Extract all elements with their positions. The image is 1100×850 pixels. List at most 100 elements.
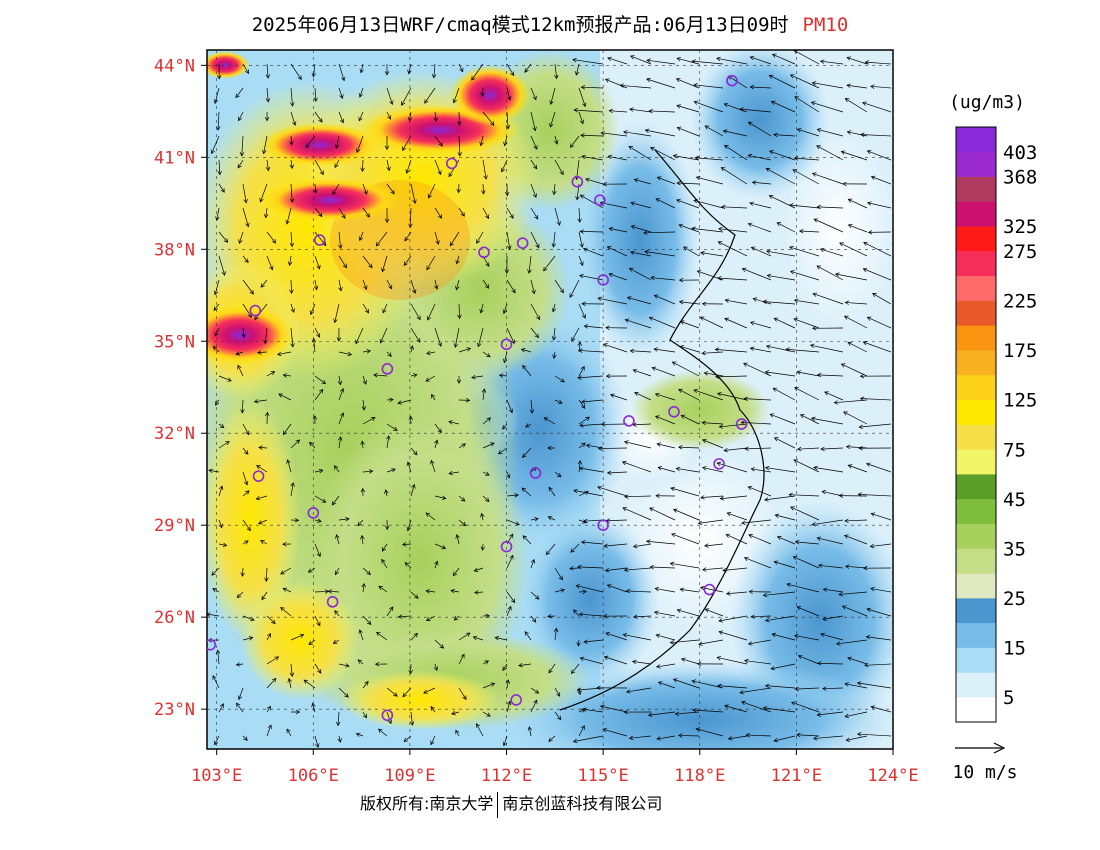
wind-arrow: [578, 519, 587, 524]
city-station-marker: [713, 458, 725, 470]
wind-arrow: [242, 423, 250, 435]
wind-arrow: [266, 159, 269, 171]
wind-arrow: [845, 711, 868, 718]
wind-arrowhead: [321, 498, 327, 503]
wind-arrow: [434, 639, 444, 649]
wind-arrow: [571, 663, 580, 674]
wind-arrowhead: [749, 321, 755, 326]
wind-arrow: [800, 414, 820, 425]
wind-arrow: [793, 459, 820, 473]
wind-arrowhead: [411, 483, 416, 489]
wind-arrowhead: [269, 265, 274, 271]
wind-arrowhead: [776, 535, 782, 541]
wind-arrowhead: [441, 495, 447, 500]
wind-arrow: [691, 680, 724, 689]
wind-arrowhead: [431, 393, 436, 399]
wind-arrowhead: [580, 399, 586, 404]
wind-arrowhead: [311, 702, 316, 708]
wind-arrowhead: [793, 50, 799, 55]
wind-arrowhead: [238, 116, 243, 122]
wind-arrow: [751, 246, 772, 257]
wind-arrowhead: [473, 567, 479, 572]
wind-arrowhead: [282, 373, 288, 378]
wind-arrow: [362, 615, 372, 625]
wind-arrow: [218, 183, 225, 193]
wind-arrowhead: [579, 119, 584, 125]
wind-arrow: [309, 442, 316, 449]
wind-arrow: [242, 490, 250, 497]
wind-arrow: [450, 590, 460, 593]
wind-arrow: [777, 536, 796, 545]
wind-arrow: [774, 318, 796, 329]
wind-arrow: [863, 341, 892, 353]
wind-arrowhead: [334, 163, 339, 169]
wind-arrowhead: [548, 668, 553, 674]
wind-arrowhead: [747, 222, 753, 227]
wind-arrow: [763, 591, 796, 596]
wind-arrow: [871, 176, 892, 185]
wind-arrow: [634, 392, 652, 401]
wind-arrowhead: [630, 250, 635, 255]
wind-arrowhead: [789, 270, 795, 275]
wind-arrow: [522, 365, 532, 377]
colorbar-swatch: [956, 250, 996, 277]
wind-arrow: [748, 486, 772, 497]
wind-arrowhead: [725, 533, 731, 538]
wind-arrowhead: [816, 128, 822, 133]
wind-arrowhead: [678, 277, 684, 283]
wind-arrow: [426, 255, 436, 270]
wind-arrowhead: [672, 154, 678, 159]
wind-arrow: [581, 541, 604, 545]
wind-arrowhead: [569, 293, 574, 298]
wind-arrowhead: [486, 353, 491, 358]
wind-arrowhead: [213, 99, 219, 104]
wind-arrowhead: [811, 521, 817, 527]
wind-arrowhead: [716, 461, 722, 467]
wind-arrowhead: [672, 678, 678, 683]
wind-arrow: [530, 615, 537, 623]
wind-arrowhead: [430, 459, 435, 465]
wind-arrowhead: [606, 246, 612, 251]
wind-arrowhead: [474, 590, 479, 595]
wind-arrowhead: [289, 242, 295, 248]
wind-arrowhead: [481, 190, 486, 195]
wind-arrowhead: [290, 102, 295, 107]
wind-arrow: [310, 303, 316, 315]
wind-arrow: [402, 543, 412, 545]
wind-arrowhead: [227, 377, 232, 382]
wind-arrowhead: [425, 512, 431, 517]
wind-arrowhead: [290, 482, 295, 487]
wind-arrowhead: [657, 681, 663, 686]
city-station-marker: [249, 304, 262, 317]
wind-arrow: [863, 268, 892, 281]
wind-arrowhead: [509, 214, 514, 219]
wind-arrowhead: [530, 558, 535, 564]
wind-arrowhead: [693, 100, 699, 105]
wind-arrowhead: [602, 181, 607, 187]
wind-arrow: [822, 687, 844, 690]
wind-arrowhead: [449, 241, 454, 247]
wind-arrowhead: [270, 371, 276, 376]
wind-arrow: [693, 199, 724, 209]
wind-arrowhead: [785, 347, 790, 352]
wind-arrowhead: [573, 609, 578, 614]
wind-arrowhead: [375, 241, 381, 247]
colorbar-swatch: [956, 424, 996, 450]
wind-arrowhead: [485, 262, 490, 267]
wind-arrowhead: [675, 198, 681, 204]
wind-arrowhead: [551, 336, 557, 341]
wind-arrowhead: [865, 634, 871, 640]
wind-arrowhead: [533, 164, 538, 170]
wind-arrowhead: [696, 661, 702, 667]
wind-arrowhead: [460, 212, 465, 217]
wind-arrow: [430, 735, 436, 745]
wind-arrowhead: [485, 214, 490, 220]
wind-arrowhead: [524, 68, 529, 73]
wind-arrow: [506, 231, 511, 250]
wind-arrowhead: [786, 582, 791, 588]
wind-arrowhead: [577, 564, 582, 570]
wind-arrowhead: [290, 343, 295, 348]
coastline: [559, 149, 765, 711]
wind-arrow: [583, 639, 604, 643]
wind-arrowhead: [471, 76, 476, 81]
